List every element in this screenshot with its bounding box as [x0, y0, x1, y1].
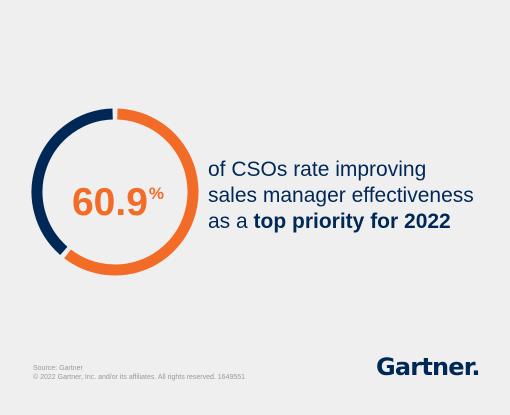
statement-text: of CSOs rate improving sales manager eff…: [208, 157, 498, 235]
statement-line-3-plain: as a: [208, 210, 254, 233]
donut-value-unit: %: [148, 184, 165, 203]
donut-value-label: 60.9%: [62, 172, 174, 225]
donut-arc-highlight: [64, 108, 199, 276]
donut-arc-remainder: [31, 108, 113, 256]
gartner-logo: Gartner.: [376, 353, 481, 381]
statement-line-2: sales manager effectiveness: [208, 184, 474, 207]
statement-highlight: top priority for 2022: [253, 210, 451, 233]
footer-copyright: © 2022 Gartner, Inc. and/or its affiliat…: [33, 374, 246, 381]
footer-credits: Source: Gartner © 2022 Gartner, Inc. and…: [33, 364, 245, 382]
footer-source: Source: Gartner: [33, 365, 83, 372]
donut-value-number: 60.9: [71, 181, 148, 224]
statement-line-3: as a top priority for 2022: [208, 209, 498, 235]
statement-line-1: of CSOs rate improving: [208, 158, 427, 181]
donut-chart: [31, 108, 199, 276]
